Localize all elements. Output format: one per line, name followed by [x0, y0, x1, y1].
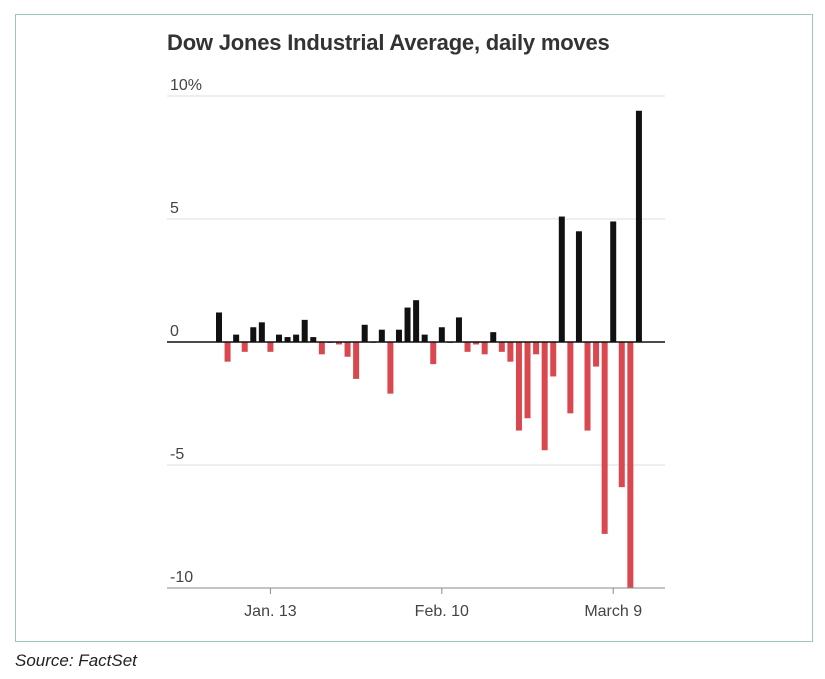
bar — [550, 342, 557, 377]
bar — [233, 334, 240, 342]
bar — [575, 231, 582, 342]
bar — [618, 342, 625, 488]
bar — [490, 332, 497, 342]
bar — [455, 317, 462, 342]
bar — [284, 337, 291, 342]
y-tick-label: 10% — [170, 77, 202, 94]
bar — [344, 342, 351, 357]
bar — [438, 327, 445, 342]
bar — [524, 342, 531, 419]
bar — [464, 342, 471, 352]
bar — [635, 110, 642, 342]
bar — [250, 327, 257, 342]
bar — [541, 342, 548, 451]
x-tick-label: Jan. 13 — [244, 603, 297, 620]
y-tick-label: 5 — [170, 200, 179, 217]
bar — [413, 300, 420, 342]
bar — [258, 322, 265, 342]
bar — [241, 342, 248, 352]
bar — [533, 342, 540, 355]
bar — [378, 329, 385, 342]
bar — [558, 216, 565, 342]
bar — [216, 312, 222, 342]
bar — [318, 342, 325, 355]
axes — [167, 341, 665, 589]
bar — [335, 342, 342, 345]
bar — [507, 342, 514, 362]
bar — [601, 342, 608, 534]
bar — [567, 342, 574, 414]
source-note: Source: FactSet — [15, 651, 137, 670]
bar — [584, 342, 591, 431]
bar — [361, 324, 368, 342]
chart-title: Dow Jones Industrial Average, daily move… — [167, 30, 610, 55]
bar — [498, 342, 505, 352]
x-axis-ticks: Jan. 13 Feb. 10 March 9 — [244, 588, 642, 620]
bar — [515, 342, 522, 431]
bar — [430, 342, 437, 365]
bar — [353, 342, 360, 379]
bar — [310, 337, 317, 342]
bar — [421, 334, 428, 342]
y-axis-tick-labels: 10% 5 0 -5 -10 — [170, 77, 202, 586]
bar — [593, 342, 600, 367]
y-tick-label: -10 — [170, 569, 193, 586]
bar — [473, 342, 480, 345]
y-tick-label: 0 — [170, 323, 179, 340]
bar — [293, 334, 300, 342]
x-tick-label: March 9 — [584, 603, 642, 620]
y-tick-label: -5 — [170, 446, 184, 463]
bar — [610, 221, 617, 342]
bar — [481, 342, 488, 355]
bar — [224, 342, 231, 362]
bars — [216, 110, 642, 588]
bar — [387, 342, 394, 394]
bar — [275, 334, 282, 342]
bar — [267, 342, 274, 352]
bar — [627, 342, 634, 588]
bar — [301, 319, 308, 342]
x-tick-label: Feb. 10 — [415, 603, 469, 620]
bar — [395, 329, 402, 342]
bar — [404, 307, 411, 342]
